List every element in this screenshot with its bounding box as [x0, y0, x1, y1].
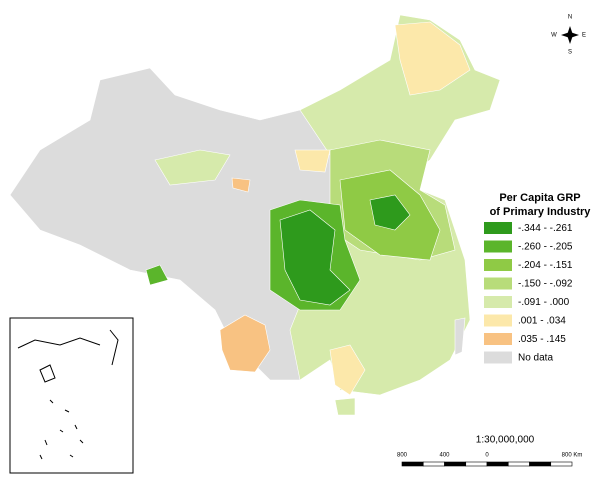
scale-label: 0	[485, 453, 489, 459]
legend-label: No data	[518, 353, 553, 364]
legend-label: -.344 - -.261	[518, 223, 573, 234]
scale-segment	[507, 461, 530, 467]
legend-title: Per Capita GRP	[499, 192, 580, 204]
compass-n: N	[568, 15, 572, 21]
scale-label: 400	[439, 453, 450, 459]
region	[454, 317, 466, 356]
compass-s: S	[568, 50, 572, 56]
scale-segment	[486, 461, 509, 467]
region	[329, 344, 366, 396]
compass-rose	[561, 32, 579, 38]
legend-swatch	[484, 277, 512, 290]
legend-swatch	[484, 240, 512, 253]
legend: Per Capita GRP of Primary Industry -.344…	[484, 192, 591, 364]
region	[145, 264, 169, 286]
legend-label: -.150 - -.092	[518, 279, 573, 290]
scale-label: 800 Km	[562, 453, 583, 459]
legend-swatch	[484, 351, 512, 364]
legend-swatch	[484, 222, 512, 234]
inset-map	[9, 317, 134, 474]
scale-segment	[422, 461, 445, 467]
legend-swatch	[484, 314, 512, 327]
region	[334, 397, 356, 416]
region	[369, 194, 411, 231]
region	[394, 21, 471, 96]
scale-segment	[465, 461, 488, 467]
scale-segment	[401, 461, 424, 467]
compass-w: W	[551, 33, 557, 39]
scale-segment	[444, 461, 467, 467]
legend-swatch	[484, 296, 512, 308]
inset-outline	[17, 329, 119, 460]
region	[279, 209, 351, 306]
scale-bar: 1:30,000,000 800 400 0 800 Km	[397, 435, 583, 467]
inset-frame	[9, 317, 134, 474]
legend-title: of Primary Industry	[490, 206, 592, 218]
legend-label: -.204 - -.151	[518, 260, 573, 271]
scale-ratio: 1:30,000,000	[476, 435, 535, 446]
compass: N S E W	[551, 15, 586, 56]
legend-label: -.091 - .000	[518, 297, 570, 308]
scale-segment	[550, 461, 573, 467]
scale-segment	[529, 461, 552, 467]
region	[219, 314, 271, 373]
region	[231, 177, 251, 193]
legend-label: -.260 - -.205	[518, 242, 573, 253]
legend-label: .001 - .034	[518, 316, 566, 327]
compass-e: E	[582, 33, 586, 39]
region	[154, 149, 231, 186]
region	[294, 149, 331, 173]
legend-swatch	[484, 259, 512, 271]
china-map	[9, 14, 501, 416]
scale-label: 800	[397, 453, 408, 459]
legend-label: .035 - .145	[518, 334, 566, 345]
legend-swatch	[484, 333, 512, 345]
